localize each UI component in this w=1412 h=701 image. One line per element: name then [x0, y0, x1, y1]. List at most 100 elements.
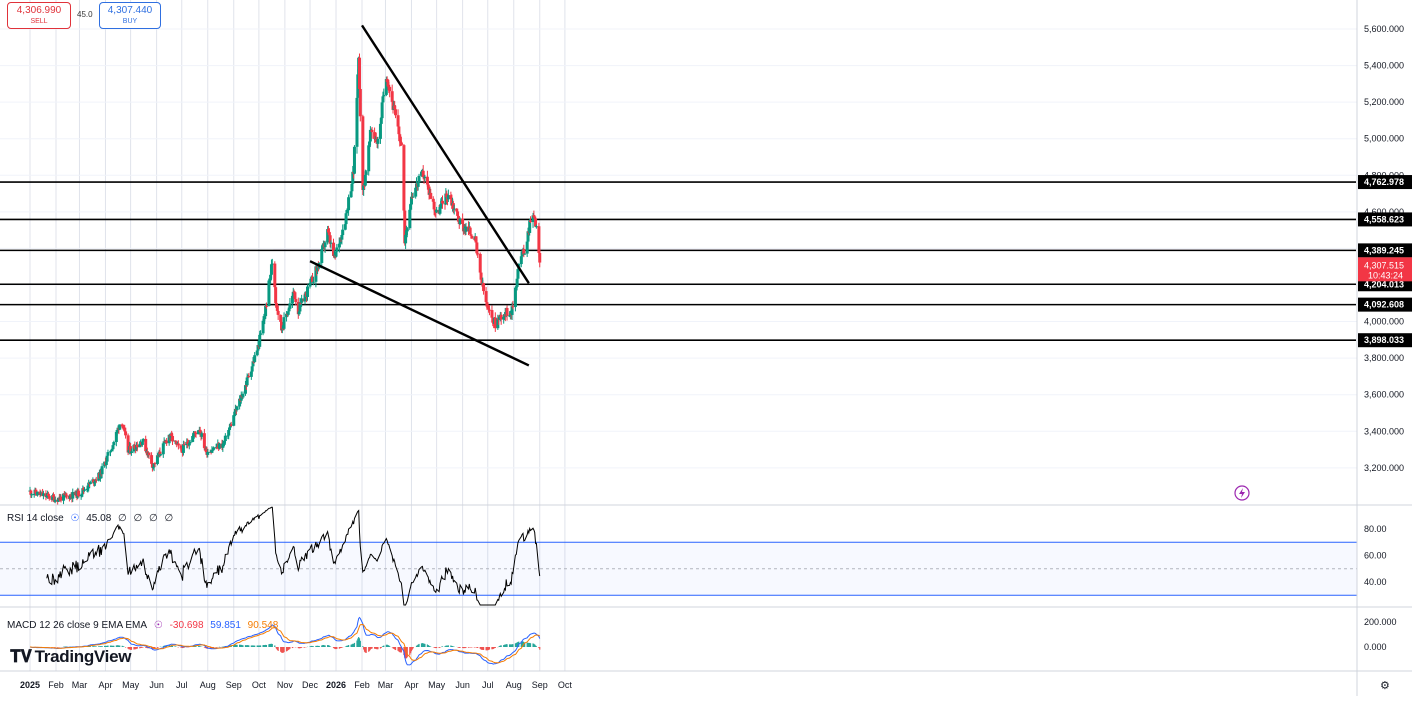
candle-body — [280, 321, 284, 331]
candle-body — [71, 491, 75, 499]
candle-body — [362, 185, 366, 190]
candle-body — [170, 433, 174, 437]
candle-body — [36, 491, 40, 496]
candle-body — [86, 488, 90, 490]
candle-body — [426, 184, 430, 187]
settings-gear-icon[interactable]: ⚙ — [1380, 679, 1390, 692]
candle-body — [243, 385, 247, 394]
trendlines — [309, 24, 530, 367]
current-price-label: 4,307.515 — [1364, 260, 1404, 270]
candle-body — [311, 276, 315, 283]
candle-body — [408, 209, 412, 229]
price-tick-label: 3,400.000 — [1364, 426, 1404, 436]
candle-body — [110, 449, 114, 451]
candle-body — [296, 302, 300, 315]
candle-body — [409, 204, 413, 210]
candle-body — [487, 309, 491, 311]
candle-body — [108, 451, 112, 453]
macd-legend-settings-icon[interactable]: ☉ — [153, 620, 163, 631]
candle-body — [256, 345, 260, 351]
candle-body — [121, 426, 125, 428]
candle-body — [386, 82, 390, 87]
buy-button[interactable]: 4,307.440 BUY — [99, 2, 161, 29]
candle-body — [520, 251, 524, 257]
candle-body — [532, 215, 536, 217]
rsi-empty-3: ∅ — [149, 513, 158, 524]
candle-body — [52, 496, 56, 502]
candle-body — [420, 171, 424, 176]
candle-body — [158, 451, 162, 455]
price-tick-label: 3,200.000 — [1364, 463, 1404, 473]
candle-body — [531, 215, 535, 223]
time-tick-label: May — [428, 680, 446, 690]
rsi-legend[interactable]: RSI 14 close ☉ 45.08 ∅ ∅ ∅ ∅ — [7, 513, 177, 524]
sell-button[interactable]: 4,306.990 SELL — [7, 2, 71, 29]
candle-body — [486, 306, 490, 308]
candle-body — [77, 490, 81, 497]
level-label-bg — [1358, 212, 1412, 227]
candle-body — [264, 305, 268, 317]
candle-body — [245, 377, 249, 386]
candle-body — [29, 490, 33, 495]
candle-body — [53, 499, 57, 502]
candle-body — [186, 441, 190, 444]
candle-body — [538, 252, 542, 263]
candle-body — [64, 494, 68, 496]
candle-body — [191, 434, 195, 437]
candle-body — [444, 193, 448, 205]
candle-body — [221, 443, 225, 448]
candle-body — [259, 333, 263, 335]
candle-body — [41, 493, 45, 496]
candle-body — [45, 495, 49, 498]
time-tick-label: Nov — [277, 680, 294, 690]
candle-body — [367, 145, 371, 172]
candle-body — [138, 443, 142, 448]
price-tick-label: 3,800.000 — [1364, 353, 1404, 363]
candle-body — [421, 170, 425, 178]
candle-body — [522, 248, 526, 255]
signal-line — [30, 623, 541, 664]
candle-body — [528, 220, 532, 233]
candle-body — [239, 395, 243, 401]
candle-body — [446, 195, 450, 200]
horizontal-levels — [0, 181, 1356, 342]
price-tick-label: 5,200.000 — [1364, 97, 1404, 107]
candle-body — [247, 375, 251, 377]
candle-body — [385, 79, 389, 83]
time-tick-label: Apr — [404, 680, 418, 690]
candle-body — [344, 213, 348, 225]
candle-body — [274, 287, 278, 304]
level-label: 4,762.978 — [1364, 177, 1404, 187]
alert-lightning-icon[interactable] — [1234, 485, 1250, 501]
candle-body — [273, 263, 277, 288]
candle-body — [381, 96, 385, 103]
candle-body — [332, 242, 336, 256]
candle-body — [416, 182, 420, 187]
candle-body — [39, 493, 43, 495]
candle-body — [235, 406, 239, 411]
candle-body — [47, 495, 51, 499]
candle-body — [480, 279, 484, 285]
candle-body — [439, 204, 443, 207]
candle-body — [69, 495, 73, 497]
level-label-bg — [1358, 333, 1412, 348]
tradingview-logo[interactable]: 𝐓𝐕 TradingView — [10, 647, 131, 667]
macd-legend[interactable]: MACD 12 26 close 9 EMA EMA ☉ -30.698 59.… — [7, 620, 282, 631]
candle-body — [440, 200, 444, 204]
rsi-legend-settings-icon[interactable]: ☉ — [70, 513, 80, 524]
candle-body — [487, 307, 491, 310]
candle-body — [94, 479, 98, 481]
candle-body — [482, 283, 486, 292]
macd-hist-value: -30.698 — [169, 620, 204, 631]
candle-body — [519, 256, 523, 265]
candle-body — [461, 223, 465, 232]
candle-body — [279, 314, 283, 322]
candle-body — [329, 242, 333, 244]
candle-body — [373, 132, 377, 139]
rsi-tick-label: 80.00 — [1364, 524, 1387, 534]
candle-body — [427, 186, 431, 195]
candle-body — [30, 494, 34, 496]
